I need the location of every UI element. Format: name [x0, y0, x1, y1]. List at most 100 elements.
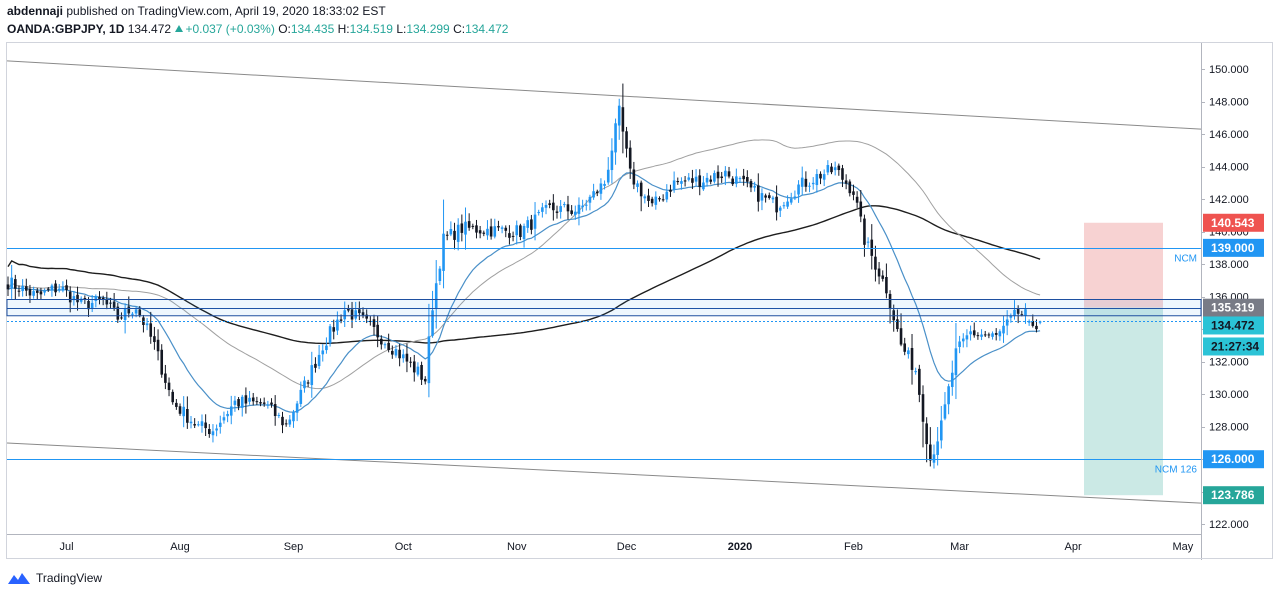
- candle-body: [475, 225, 478, 233]
- close-label: C:: [453, 22, 466, 36]
- candle-body: [954, 348, 958, 376]
- candle-body: [229, 406, 233, 416]
- candle-body: [10, 277, 13, 289]
- candle-body: [918, 368, 921, 395]
- candle-body: [661, 199, 665, 201]
- candle-body: [983, 334, 987, 336]
- candle-body: [548, 203, 551, 205]
- candle-body: [544, 205, 548, 208]
- time-tick-label: Jul: [60, 541, 74, 553]
- candle-body: [537, 212, 540, 214]
- candle-body: [94, 296, 98, 301]
- candle-body: [456, 224, 460, 242]
- candle-body: [804, 178, 808, 187]
- candle-body: [767, 195, 771, 198]
- trend-channel[interactable]: [6, 60, 1202, 504]
- candle-body: [958, 341, 961, 348]
- candle-body: [358, 309, 361, 314]
- candle-body: [284, 423, 288, 425]
- stop-loss-zone: [1084, 222, 1163, 308]
- candle-body: [500, 227, 504, 229]
- candle-body: [603, 183, 606, 186]
- candle-body: [735, 176, 738, 184]
- candle-body: [376, 324, 379, 338]
- candle-body: [295, 403, 299, 413]
- brand-name[interactable]: TradingView: [36, 571, 103, 585]
- candle-body: [387, 342, 390, 350]
- candle-body: [65, 285, 68, 290]
- candle-body: [347, 308, 350, 311]
- price-tick-label: 122.000: [1209, 519, 1249, 531]
- candle-body: [46, 288, 50, 290]
- price-tick-label: 130.000: [1209, 389, 1249, 401]
- price-tick-label: 144.000: [1209, 162, 1249, 174]
- candle-body: [775, 196, 778, 213]
- candle-body: [57, 288, 61, 291]
- candle-body: [819, 173, 822, 179]
- candle-body: [731, 178, 734, 185]
- candle-body: [28, 288, 32, 296]
- candle-body: [972, 330, 976, 336]
- candle-body: [563, 204, 566, 206]
- candle-body: [588, 196, 592, 203]
- price-tick-label: 132.000: [1209, 357, 1249, 369]
- candle-body: [870, 239, 874, 256]
- candle-body: [72, 296, 76, 301]
- candle-body: [595, 191, 599, 194]
- candle-body: [811, 182, 815, 185]
- candle-body: [694, 176, 698, 182]
- position-zones[interactable]: [1084, 222, 1163, 496]
- candle-body: [68, 291, 72, 303]
- candle-body: [255, 401, 259, 403]
- symbol-legend: OANDA:GBPJPY, 1D 134.472 +0.037 (+0.03%)…: [7, 22, 508, 36]
- level-label: NCM 126: [1155, 465, 1198, 476]
- candle-body: [398, 349, 401, 359]
- candle-body: [101, 297, 105, 300]
- candle-body: [299, 389, 303, 404]
- candle-body: [855, 196, 859, 203]
- candle-body: [885, 277, 888, 294]
- price-tick-label: 146.000: [1209, 129, 1249, 141]
- candle-body: [709, 179, 713, 182]
- candles: [6, 83, 1042, 469]
- candle-body: [738, 178, 742, 180]
- symbol-name[interactable]: OANDA:GBPJPY, 1D: [7, 22, 125, 36]
- candle-body: [405, 353, 409, 362]
- candle-body: [519, 225, 522, 237]
- candle-body: [654, 196, 658, 205]
- candle-body: [925, 423, 928, 445]
- candle-body: [508, 233, 511, 238]
- candle-body: [566, 204, 570, 212]
- candle-body: [215, 428, 218, 431]
- candle-body: [1038, 321, 1042, 323]
- tradingview-logo-icon: [8, 573, 30, 584]
- time-tick-label: May: [1172, 541, 1193, 553]
- candle-body: [705, 177, 709, 183]
- candle-body: [471, 225, 475, 227]
- horizontal-levels[interactable]: NCM NCM 126: [6, 248, 1202, 476]
- candle-body: [903, 343, 906, 352]
- candle-body: [182, 406, 185, 417]
- candle-body: [581, 205, 584, 208]
- candle-body: [680, 181, 683, 184]
- entry-zone-band: [6, 299, 1202, 317]
- candle-body: [460, 223, 464, 233]
- candle-body: [109, 302, 112, 304]
- candle-body: [105, 299, 109, 305]
- candle-body: [683, 180, 687, 182]
- candle-body: [929, 444, 932, 461]
- candle-body: [899, 328, 903, 345]
- publisher-name[interactable]: abdennaji: [7, 4, 64, 18]
- candle-body: [852, 191, 855, 195]
- candle-body: [17, 290, 21, 292]
- candle-body: [76, 294, 79, 303]
- candle-body: [138, 309, 142, 316]
- time-axis[interactable]: Jul Aug Sep Oct Nov Dec 2020 Feb Mar Apr May: [60, 541, 1194, 553]
- open-label: O:: [278, 22, 291, 36]
- candle-body: [178, 406, 182, 414]
- candle-body: [866, 241, 870, 243]
- candle-body: [478, 230, 482, 234]
- candle-body: [211, 431, 215, 436]
- price-axis[interactable]: 122.000124.000126.000128.000130.000132.0…: [1201, 64, 1264, 531]
